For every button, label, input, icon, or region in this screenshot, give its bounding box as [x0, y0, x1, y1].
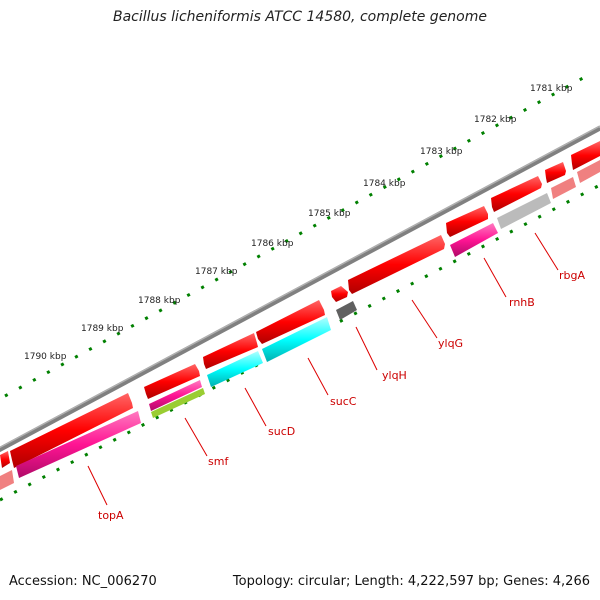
kbp-label: 1782 kbp	[474, 115, 517, 125]
kbp-label: 1783 kbp	[420, 147, 463, 157]
gene-cds-red	[545, 162, 566, 183]
gene-category-pink	[16, 411, 141, 478]
gene-cds-red	[144, 364, 200, 399]
gene-label-rnhB: rnhB	[509, 296, 535, 309]
gene-category-cyan	[262, 317, 331, 362]
gene-labels: topA smf sucD sucC ylqH ylqG rnhB rbgA	[98, 269, 585, 522]
kbp-label: 1790 kbp	[24, 352, 67, 362]
gene-label-sucD: sucD	[268, 425, 295, 438]
gene-label-rbgA: rbgA	[559, 269, 585, 282]
kbp-scale-labels: 1781 kbp 1782 kbp 1783 kbp 1784 kbp 1785…	[24, 84, 573, 362]
gene-category-salmon	[0, 470, 14, 490]
forward-strand-genes	[0, 141, 600, 468]
category-ring	[0, 160, 600, 490]
gene-label-ylqG: ylqG	[438, 337, 463, 350]
gene-cds-red	[491, 176, 542, 212]
gene-cds-red	[203, 333, 258, 369]
topology-text: Topology: circular; Length: 4,222,597 bp…	[232, 574, 590, 589]
gene-cds-red	[571, 141, 600, 170]
kbp-label: 1788 kbp	[138, 296, 181, 306]
gene-category-cyan	[207, 351, 263, 387]
gene-cds-red	[10, 393, 133, 468]
gene-category-salmon	[551, 177, 576, 199]
gene-category-pink	[149, 380, 202, 411]
gene-category-dark	[336, 301, 357, 320]
genome-backbone	[0, 125, 600, 453]
gene-category-pink	[450, 223, 498, 257]
gene-cds-red	[446, 206, 488, 237]
gene-cds-red	[256, 300, 325, 344]
accession-text: Accession: NC_006270	[9, 574, 157, 589]
gene-label-ylqH: ylqH	[382, 369, 407, 382]
gene-label-topA: topA	[98, 509, 124, 522]
gene-label-sucC: sucC	[330, 395, 357, 408]
gene-category-grey	[497, 193, 551, 229]
kbp-label: 1784 kbp	[363, 179, 406, 189]
map-title: Bacillus licheniformis ATCC 14580, compl…	[113, 9, 487, 25]
gene-label-smf: smf	[208, 455, 229, 468]
gene-category-lime	[151, 388, 205, 418]
gene-cds-red	[331, 286, 348, 302]
kbp-label: 1789 kbp	[81, 324, 124, 334]
kbp-label: 1781 kbp	[530, 84, 573, 94]
gene-cds-red	[348, 235, 445, 294]
genome-backbone-highlight	[0, 125, 600, 449]
gene-category-salmon	[577, 160, 600, 183]
kbp-label: 1786 kbp	[251, 239, 294, 249]
kbp-label: 1785 kbp	[308, 209, 351, 219]
kbp-label: 1787 kbp	[195, 267, 238, 277]
gene-cds-red	[0, 451, 10, 468]
label-connectors	[87, 232, 559, 506]
